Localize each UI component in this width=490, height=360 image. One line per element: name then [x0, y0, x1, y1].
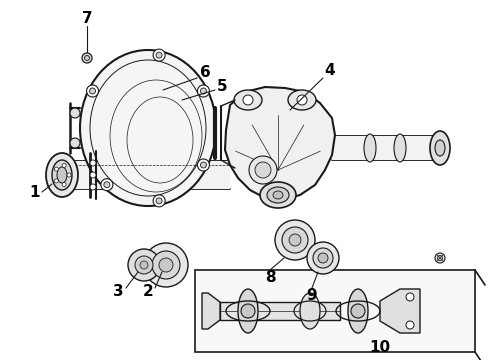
- Circle shape: [90, 184, 96, 190]
- Circle shape: [70, 108, 80, 118]
- Circle shape: [406, 293, 414, 301]
- Text: 7: 7: [82, 10, 92, 26]
- Ellipse shape: [159, 258, 173, 272]
- Ellipse shape: [152, 251, 180, 279]
- Ellipse shape: [135, 256, 153, 274]
- Circle shape: [87, 85, 98, 97]
- Circle shape: [90, 160, 96, 166]
- Circle shape: [438, 256, 442, 261]
- Ellipse shape: [348, 289, 368, 333]
- Ellipse shape: [435, 140, 445, 156]
- Text: 2: 2: [143, 284, 153, 300]
- Circle shape: [406, 321, 414, 329]
- Ellipse shape: [364, 134, 376, 162]
- Ellipse shape: [260, 182, 296, 208]
- Circle shape: [70, 138, 80, 148]
- Circle shape: [62, 183, 66, 186]
- Polygon shape: [202, 293, 220, 329]
- Ellipse shape: [318, 253, 328, 263]
- Text: 5: 5: [217, 78, 227, 94]
- Circle shape: [153, 49, 165, 61]
- Ellipse shape: [289, 234, 301, 246]
- Circle shape: [104, 182, 110, 188]
- Ellipse shape: [140, 261, 148, 269]
- Circle shape: [54, 179, 58, 183]
- Ellipse shape: [238, 289, 258, 333]
- Ellipse shape: [267, 187, 289, 203]
- Circle shape: [82, 53, 92, 63]
- Ellipse shape: [80, 50, 216, 206]
- Ellipse shape: [46, 153, 78, 197]
- Circle shape: [90, 172, 96, 178]
- Circle shape: [54, 167, 58, 171]
- Circle shape: [101, 179, 113, 191]
- Bar: [220, 302, 340, 320]
- Ellipse shape: [273, 191, 283, 199]
- Circle shape: [255, 162, 271, 178]
- Bar: [332, 136, 445, 160]
- Bar: [75, 161, 230, 189]
- Circle shape: [62, 163, 66, 167]
- Ellipse shape: [144, 243, 188, 287]
- Circle shape: [156, 52, 162, 58]
- Ellipse shape: [394, 134, 406, 162]
- Circle shape: [200, 162, 206, 168]
- Circle shape: [241, 304, 255, 318]
- Circle shape: [200, 88, 206, 94]
- Text: 8: 8: [265, 270, 275, 285]
- Text: 4: 4: [325, 63, 335, 77]
- Ellipse shape: [313, 248, 333, 268]
- Circle shape: [84, 55, 90, 60]
- Polygon shape: [225, 87, 335, 200]
- Circle shape: [351, 304, 365, 318]
- Text: 1: 1: [30, 185, 40, 199]
- Circle shape: [297, 95, 307, 105]
- Ellipse shape: [282, 227, 308, 253]
- Ellipse shape: [128, 249, 160, 281]
- Ellipse shape: [234, 90, 262, 110]
- Circle shape: [90, 88, 96, 94]
- Circle shape: [67, 173, 71, 177]
- Text: 10: 10: [369, 341, 391, 356]
- Bar: [195, 270, 475, 352]
- Ellipse shape: [430, 131, 450, 165]
- Ellipse shape: [52, 160, 72, 190]
- Polygon shape: [380, 289, 420, 333]
- Ellipse shape: [300, 293, 320, 329]
- Text: 3: 3: [113, 284, 123, 300]
- Ellipse shape: [288, 90, 316, 110]
- Circle shape: [243, 95, 253, 105]
- Circle shape: [197, 159, 209, 171]
- Ellipse shape: [57, 167, 67, 183]
- Text: 9: 9: [307, 288, 318, 303]
- Circle shape: [435, 253, 445, 263]
- Ellipse shape: [275, 220, 315, 260]
- Circle shape: [153, 195, 165, 207]
- Circle shape: [156, 198, 162, 204]
- Ellipse shape: [307, 242, 339, 274]
- Circle shape: [197, 85, 209, 97]
- Text: 6: 6: [199, 64, 210, 80]
- Circle shape: [249, 156, 277, 184]
